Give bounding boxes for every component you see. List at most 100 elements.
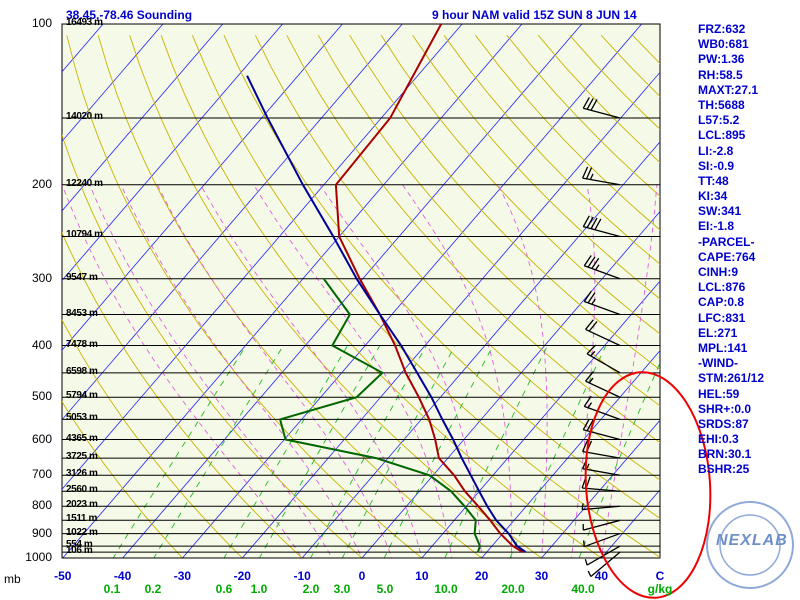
temperature-unit: C xyxy=(655,569,665,583)
temperature-tick-label: -20 xyxy=(233,569,251,583)
temperature-tick-label: -30 xyxy=(173,569,192,583)
sounding-index: TH:5688 xyxy=(698,97,745,112)
mixing-ratio-lines xyxy=(112,345,660,558)
pressure-tick-label: 900 xyxy=(31,525,52,540)
barb-half-flag xyxy=(589,173,594,180)
barb-half-flag xyxy=(587,402,593,409)
barb-half-flag xyxy=(581,503,584,510)
barb-shaft xyxy=(583,226,621,238)
moist-adiabat-line xyxy=(120,184,363,558)
barb-flag xyxy=(590,217,598,230)
wind-barb xyxy=(582,215,621,238)
height-label: 1511 m xyxy=(66,513,97,525)
dry-adiabat-line xyxy=(254,35,660,481)
isotherm-line xyxy=(361,210,660,558)
isotherm-line xyxy=(62,24,224,212)
sounding-index: CAPE:764 xyxy=(698,249,756,264)
barb-flag xyxy=(591,257,600,269)
isotherm-line xyxy=(541,419,660,558)
isotherm-line xyxy=(421,280,660,558)
sounding-index: HEL:59 xyxy=(698,386,740,401)
pressure-tick-label: 700 xyxy=(31,467,52,482)
sounding-index: L57:5.2 xyxy=(698,113,740,128)
barb-shaft xyxy=(584,405,621,420)
sounding-indices-panel: FRZ:632 WB0:681 PW:1.36 RH:58.5 MAXT:27.1 TH:… xyxy=(698,22,798,478)
sounding-index: MPL:141 xyxy=(698,340,748,355)
barb-flag xyxy=(587,292,596,304)
temperature-tick-label: -40 xyxy=(113,569,132,583)
mixing-ratio-line xyxy=(258,345,381,558)
barb-shaft xyxy=(582,468,621,476)
barb-flag xyxy=(581,166,589,179)
sounding-index: -PARCEL- xyxy=(698,234,755,249)
sounding-index: PW:1.36 xyxy=(698,52,745,67)
dry-adiabat-line xyxy=(62,133,363,558)
barb-flag xyxy=(590,99,598,111)
height-label: 7478 m xyxy=(66,338,98,350)
pressure-tick-label: 800 xyxy=(31,498,52,513)
barb-shaft xyxy=(582,177,621,186)
sounding-index: SW:341 xyxy=(698,204,742,219)
sounding-index: FRZ:632 xyxy=(698,22,746,36)
barb-flag xyxy=(585,371,594,382)
height-label: 4365 m xyxy=(66,432,98,444)
isotherm-line xyxy=(62,24,343,351)
wind-barb xyxy=(583,395,621,420)
temperature-tick-label: 40 xyxy=(594,569,609,583)
pressure-tick-label: 500 xyxy=(31,389,52,404)
sounding-index: MAXT:27.1 xyxy=(698,82,759,97)
moist-adiabat-line xyxy=(62,184,303,558)
mixing-ratio-line xyxy=(310,345,427,558)
wind-barb xyxy=(585,371,621,398)
barb-half-flag xyxy=(583,540,585,547)
wind-barb xyxy=(582,519,621,531)
dry-adiabat-line xyxy=(380,35,660,335)
sounding-index: EHI:0.3 xyxy=(698,432,739,447)
mixing-ratio-tick-label: 40.0 xyxy=(571,582,595,596)
mixing-ratio-tick-label: 20.0 xyxy=(501,582,525,596)
barb-shaft xyxy=(582,450,621,459)
sounding-index: SRDS:87 xyxy=(698,416,749,431)
height-label: 5794 m xyxy=(66,390,98,402)
height-label: 6598 m xyxy=(66,365,98,377)
barb-flag xyxy=(586,419,594,432)
barb-flag xyxy=(585,167,593,180)
moist-adiabat-line xyxy=(200,184,423,558)
sounding-index: CINH:9 xyxy=(698,265,739,279)
sounding-index: WB0:681 xyxy=(698,37,749,52)
pressure-tick-label: 100 xyxy=(31,16,52,30)
height-label: 5053 m xyxy=(66,412,98,424)
mixing-ratio-line xyxy=(341,345,456,558)
pressure-tick-label: 200 xyxy=(31,176,52,191)
barb-shaft xyxy=(585,380,621,398)
barb-flag xyxy=(583,255,592,267)
temperature-profile xyxy=(334,24,524,553)
moist-adiabat-line xyxy=(600,184,658,558)
isotherm-line xyxy=(62,24,164,142)
sounding-index: CAP:0.8 xyxy=(698,295,745,310)
location-title: 38.45,-78.46 Sounding xyxy=(66,8,193,22)
height-label: 3725 m xyxy=(66,451,98,463)
dry-adiabats xyxy=(62,34,660,558)
height-label: 9547 m xyxy=(66,271,98,283)
barb-half-flag xyxy=(590,350,596,357)
mixing-ratio-tick-label: 1.0 xyxy=(250,582,268,596)
dry-adiabat-line xyxy=(286,35,660,444)
isotherm-line xyxy=(481,350,660,558)
barb-flag xyxy=(586,216,594,229)
dry-adiabat-line xyxy=(62,400,184,558)
height-label: 8453 m xyxy=(66,307,98,319)
moist-adiabat-line xyxy=(89,184,333,558)
profiles xyxy=(246,24,527,553)
height-label: 2560 m xyxy=(66,484,98,496)
barb-half-flag xyxy=(585,463,590,470)
sounding-index: -WIND- xyxy=(698,356,738,371)
model-valid-time: 9 hour NAM valid 15Z SUN 8 JUN 14 xyxy=(432,8,637,22)
barb-flag xyxy=(586,344,597,355)
isotherm-line xyxy=(241,71,660,558)
barb-flag xyxy=(586,98,594,110)
sounding-index: LFC:831 xyxy=(698,310,746,325)
sounding-index: LI:-2.8 xyxy=(698,143,734,158)
height-label: 10794 m xyxy=(66,229,103,241)
barb-flag xyxy=(581,439,589,452)
